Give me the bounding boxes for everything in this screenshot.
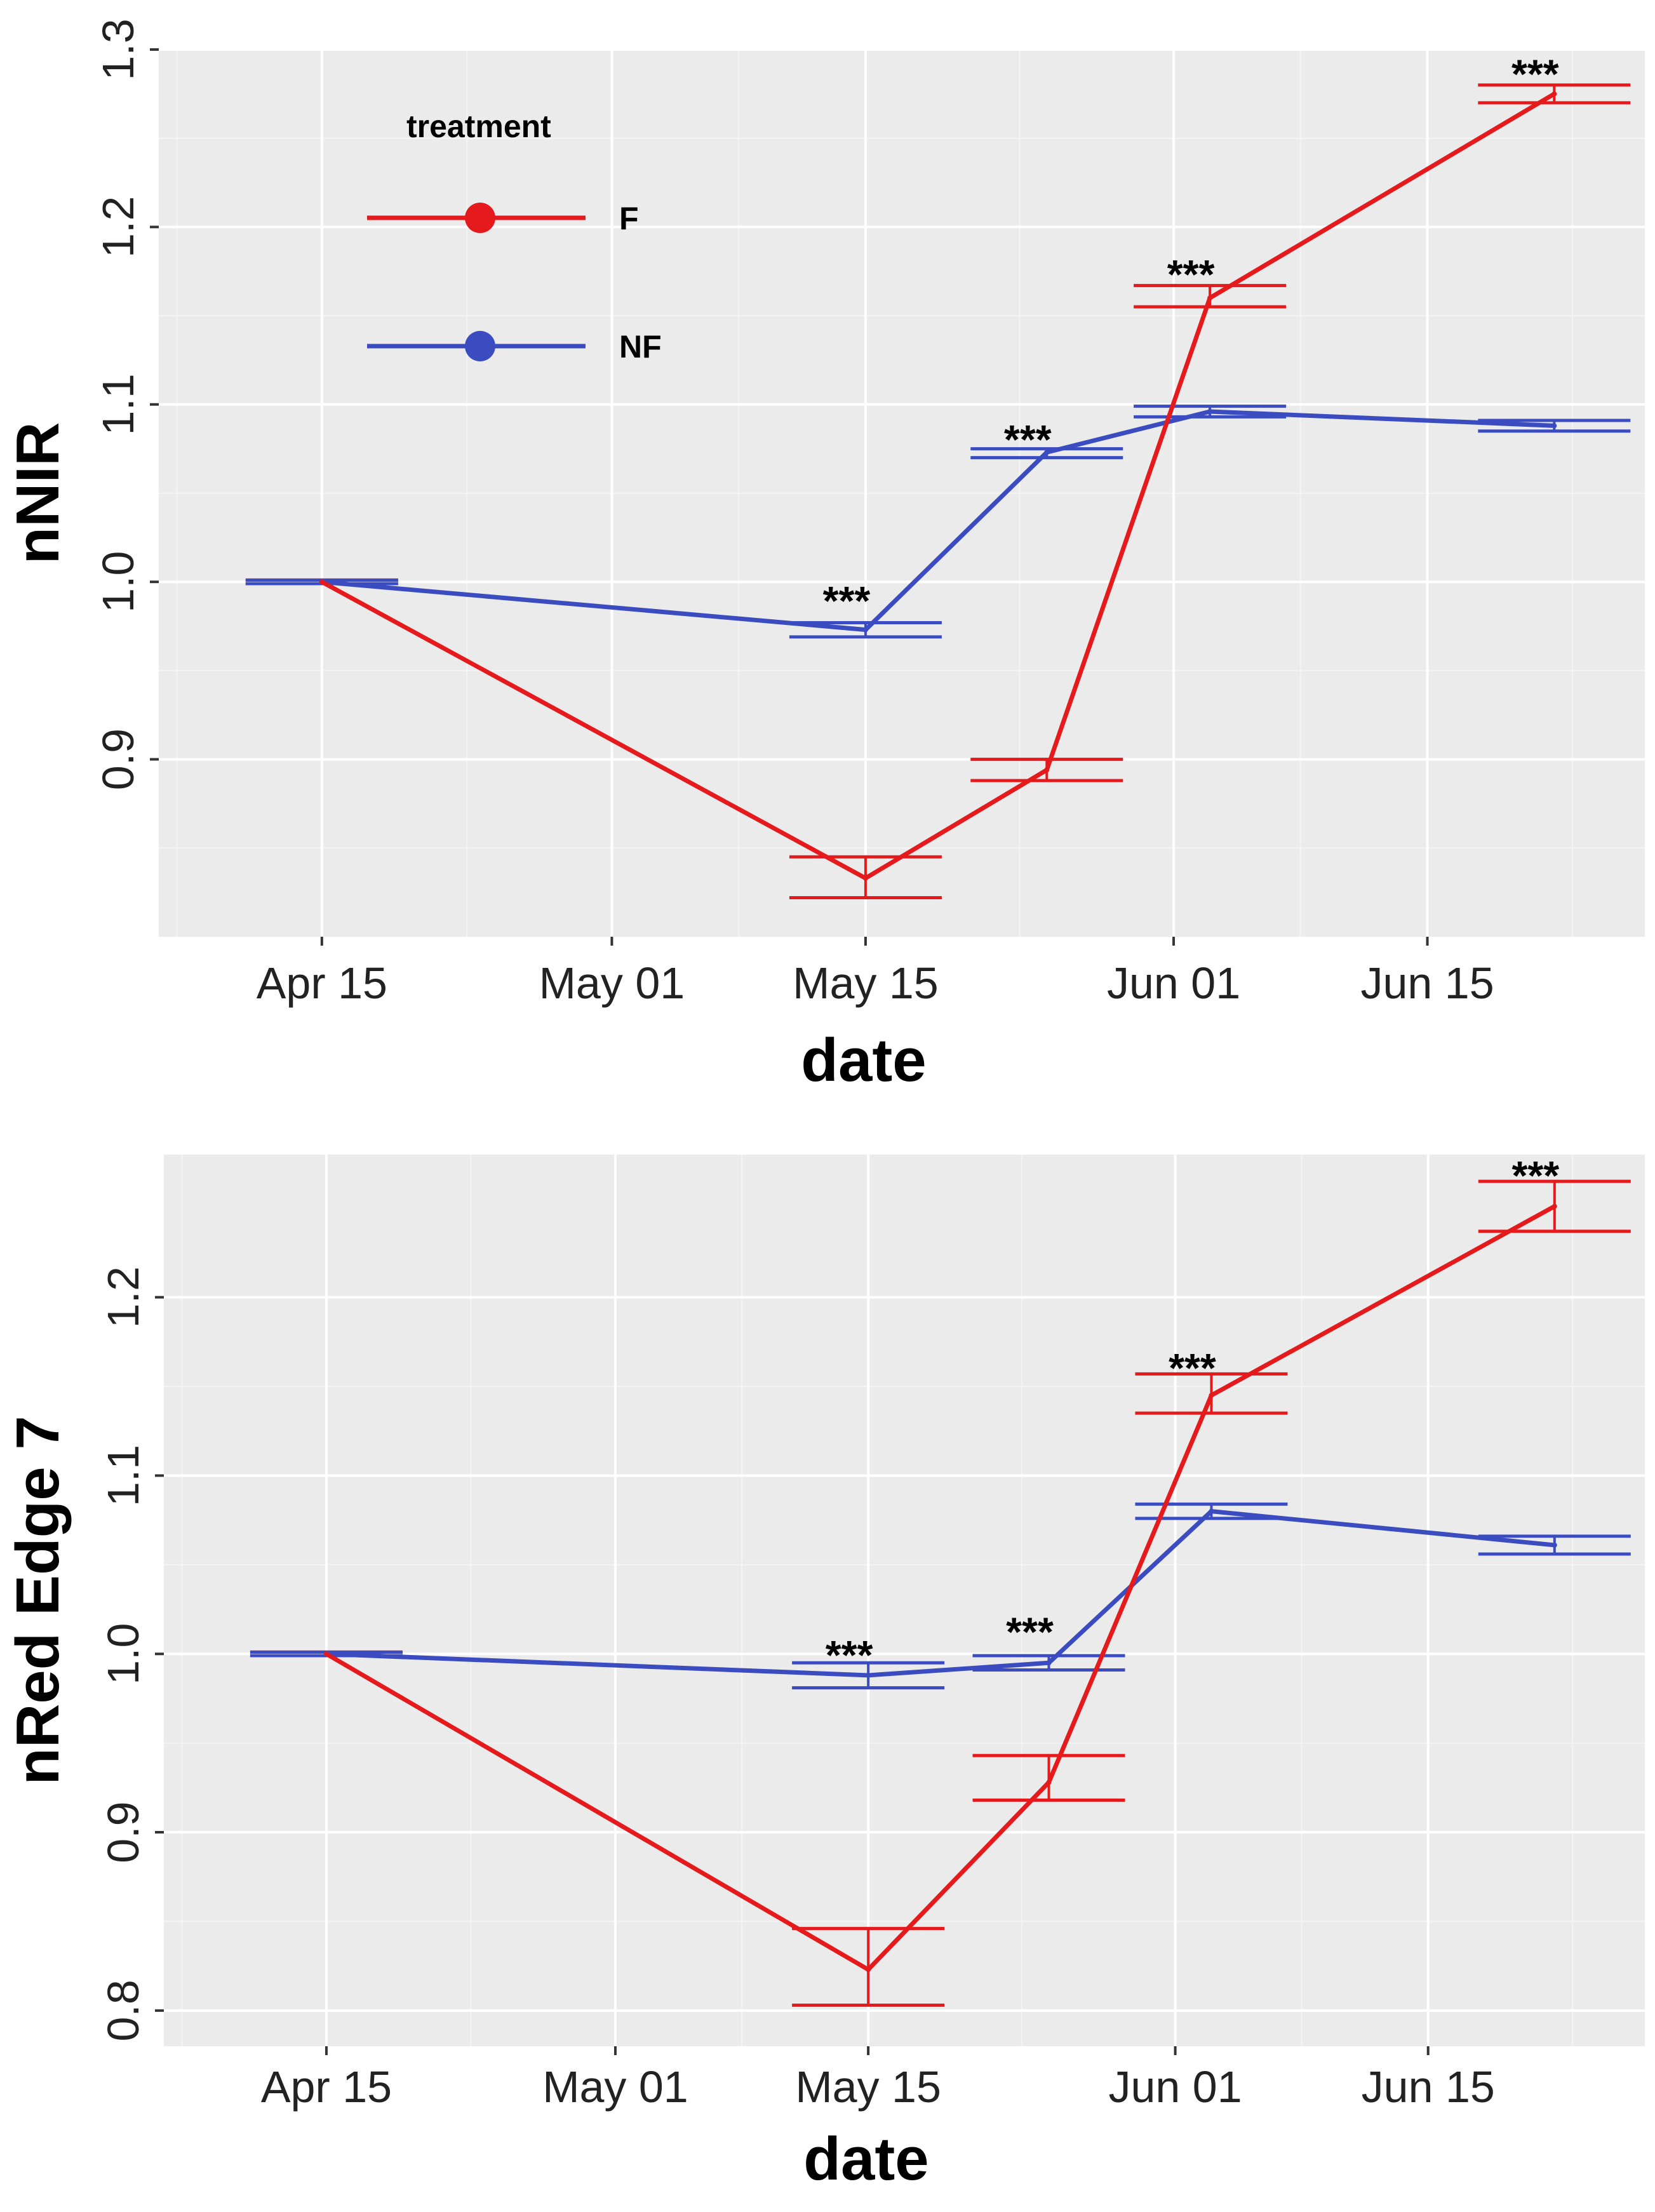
data-point-NF [1046,1660,1052,1666]
significance-marker: *** [1511,51,1559,97]
significance-marker: *** [1169,1345,1216,1391]
x-tick-label: May 15 [795,2062,941,2112]
data-point-NF [866,1672,871,1678]
data-point-NF [1209,1508,1214,1514]
data-point-NF [862,627,868,633]
y-tick-label: 1.2 [98,1266,148,1328]
x-tick-label: May 01 [539,958,685,1008]
data-point-F [1209,1393,1214,1398]
significance-marker: *** [1006,1609,1054,1655]
y-tick-label: 0.9 [93,728,143,790]
x-tick-label: May 01 [542,2062,688,2112]
x-tick-label: Jun 01 [1107,958,1240,1008]
y-axis-title: nRed Edge 7 [4,1416,72,1785]
y-tick-label: 1.3 [93,18,143,80]
data-point-F [1046,1780,1052,1785]
significance-marker: *** [826,1632,873,1678]
legend-label-F: F [619,201,639,236]
x-tick-label: Apr 15 [261,2062,392,2112]
data-point-F [862,875,868,881]
x-tick-label: Apr 15 [257,958,387,1008]
significance-marker: *** [1004,417,1052,462]
chart-panel-2: 0.8 0.9 1.0 1.1 1.2 Apr 15 May 01 May 15 Jun 01 J… [4,1153,1645,2193]
y-tick-label: 1.1 [98,1445,148,1506]
data-point-NF [1551,423,1557,429]
legend-title: treatment [406,109,551,144]
data-point-NF [1207,408,1213,414]
data-point-F [1207,295,1213,301]
data-point-F [1551,1203,1557,1209]
data-point-NF [1551,1542,1557,1548]
plot-background [164,1155,1645,2046]
significance-marker: *** [1167,251,1215,297]
y-tick-label: 1.2 [93,196,143,258]
y-tick-label: 1.0 [98,1623,148,1685]
data-point-NF [1044,450,1050,455]
legend-key-point-F [465,203,495,233]
x-tick-label: Jun 15 [1362,2062,1495,2112]
x-axis-title: date [801,1026,926,1094]
data-point-F [1044,767,1050,773]
data-point-F [866,1967,871,1973]
data-point-F [323,1651,329,1657]
y-tick-label: 1.1 [93,373,143,435]
y-axis-title: nNIR [4,422,72,565]
data-point-F [319,579,325,585]
significance-marker: *** [823,578,871,624]
y-tick-label: 0.9 [98,1801,148,1863]
significance-marker: *** [1511,1153,1559,1198]
legend: treatment F NF [367,109,662,365]
legend-label-NF: NF [619,329,662,365]
x-tick-label: May 15 [793,958,939,1008]
y-tick-label: 1.0 [93,551,143,613]
x-tick-label: Jun 15 [1360,958,1494,1008]
chart-panel-1: 0.9 1.0 1.1 1.2 1.3 Apr 15 May 01 May 15 Jun 01 J… [4,18,1645,1094]
x-tick-label: Jun 01 [1108,2062,1242,2112]
data-point-F [1551,91,1557,97]
x-axis-title: date [803,2125,928,2193]
y-tick-label: 0.8 [98,1980,148,2041]
legend-key-point-NF [465,331,495,361]
